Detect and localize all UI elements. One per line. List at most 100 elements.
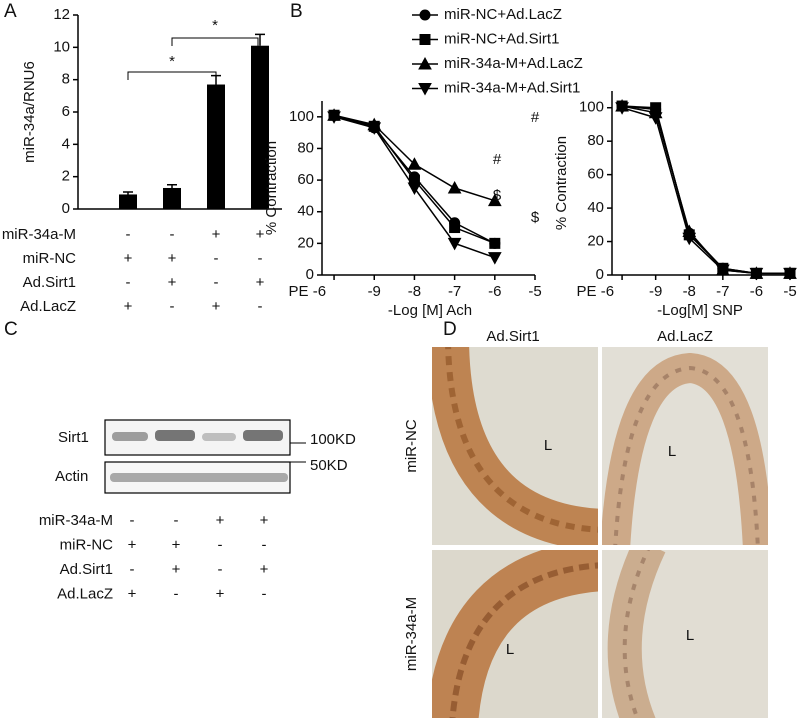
error-bar — [255, 33, 265, 46]
condition-mark: + — [128, 536, 137, 553]
marker — [447, 180, 462, 194]
series-line — [622, 105, 790, 275]
y-tick-label: 4 — [62, 135, 70, 152]
condition-label: miR-34a-M — [2, 226, 76, 243]
panel-label: D — [443, 319, 457, 340]
condition-label: Ad.Sirt1 — [23, 274, 76, 291]
condition-mark: - — [258, 250, 263, 267]
y-tick-label: 8 — [62, 71, 70, 88]
y-tick-label: 0 — [306, 266, 314, 283]
condition-label: Ad.Sirt1 — [60, 561, 113, 578]
marker — [615, 102, 629, 115]
annotation: * — [212, 17, 218, 34]
x-tick-label: -5 — [528, 283, 541, 300]
x-tick-label: -6 — [488, 283, 501, 300]
condition-label: Ad.LacZ — [20, 298, 76, 315]
legend-label: miR-NC+Ad.LacZ — [444, 6, 562, 23]
marker — [749, 267, 764, 281]
condition-mark: - — [218, 536, 223, 553]
y-tick-label: 40 — [587, 199, 604, 216]
condition-mark: - — [262, 536, 267, 553]
condition-mark: - — [170, 226, 175, 243]
panel-label: A — [4, 1, 17, 22]
condition-mark: + — [260, 561, 269, 578]
x-tick-label: -8 — [683, 283, 696, 300]
x-tick-label: -9 — [649, 283, 662, 300]
condition-mark: + — [124, 298, 133, 315]
x-tick-label: PE -6 — [289, 283, 327, 300]
marker — [407, 157, 422, 170]
y-axis-label: miR-34a/RNU6 — [21, 61, 38, 163]
legend-label: miR-34a-M+Ad.Sirt1 — [444, 79, 580, 96]
legend-label: miR-NC+Ad.Sirt1 — [444, 30, 559, 47]
condition-mark: + — [256, 274, 265, 291]
size-marker: 100KD — [310, 431, 356, 448]
marker — [419, 34, 431, 45]
marker — [407, 182, 422, 196]
y-axis-label: % Contraction — [553, 136, 570, 230]
condition-mark: + — [256, 226, 265, 243]
y-tick-label: 80 — [587, 132, 604, 149]
x-tick-label: -7 — [448, 283, 461, 300]
marker — [327, 111, 341, 124]
y-tick-label: 20 — [297, 234, 314, 251]
lumen-label: L — [686, 627, 694, 644]
x-tick-label: -7 — [716, 283, 729, 300]
y-tick-label: 80 — [297, 139, 314, 156]
y-tick-label: 60 — [587, 166, 604, 183]
marker — [487, 193, 502, 207]
series-line — [621, 107, 790, 275]
condition-label: Ad.LacZ — [57, 585, 113, 602]
condition-mark: + — [212, 298, 221, 315]
condition-label: miR-34a-M — [39, 512, 113, 529]
y-tick-label: 20 — [587, 233, 604, 250]
error-bar — [211, 74, 221, 85]
size-marker: 50KD — [310, 457, 348, 474]
condition-mark: + — [172, 536, 181, 553]
row-header: miR-NC — [403, 419, 420, 472]
marker — [418, 83, 432, 96]
condition-mark: - — [214, 274, 219, 291]
western-blot — [104, 419, 306, 494]
marker — [367, 122, 382, 135]
y-tick-label: 10 — [53, 38, 70, 55]
series-line — [621, 105, 790, 275]
row-header: miR-34a-M — [403, 597, 420, 671]
y-tick-label: 6 — [62, 103, 70, 120]
x-axis-label: -Log [M] Ach — [388, 302, 472, 319]
x-tick-label: PE -6 — [577, 283, 615, 300]
marker — [447, 237, 462, 251]
y-tick-label: 12 — [53, 6, 70, 23]
significance-bracket — [127, 71, 217, 80]
y-tick-label: 0 — [62, 200, 70, 217]
condition-mark: - — [130, 512, 135, 529]
marker — [682, 232, 697, 246]
lumen-label: L — [506, 641, 514, 658]
condition-label: miR-NC — [60, 536, 113, 553]
error-bar — [167, 184, 177, 188]
condition-mark: + — [216, 512, 225, 529]
marker — [648, 112, 663, 125]
condition-mark: - — [130, 561, 135, 578]
legend-label: miR-34a-M+Ad.LacZ — [444, 55, 583, 72]
condition-mark: - — [218, 561, 223, 578]
y-axis-label: % Contraction — [263, 141, 280, 235]
histology-images — [432, 347, 768, 718]
marker — [489, 237, 501, 249]
panel-label: B — [290, 1, 303, 22]
column-header: Ad.LacZ — [657, 328, 713, 345]
column-header: Ad.Sirt1 — [486, 328, 539, 345]
significance-bracket — [171, 37, 259, 46]
condition-mark: - — [126, 274, 131, 291]
band-label: Sirt1 — [58, 429, 89, 446]
condition-mark: - — [262, 585, 267, 602]
annotation: * — [169, 53, 175, 70]
condition-mark: + — [172, 561, 181, 578]
series-line — [622, 105, 790, 275]
condition-mark: - — [174, 585, 179, 602]
y-tick-label: 40 — [297, 203, 314, 220]
condition-mark: + — [128, 585, 137, 602]
bar — [163, 187, 181, 209]
